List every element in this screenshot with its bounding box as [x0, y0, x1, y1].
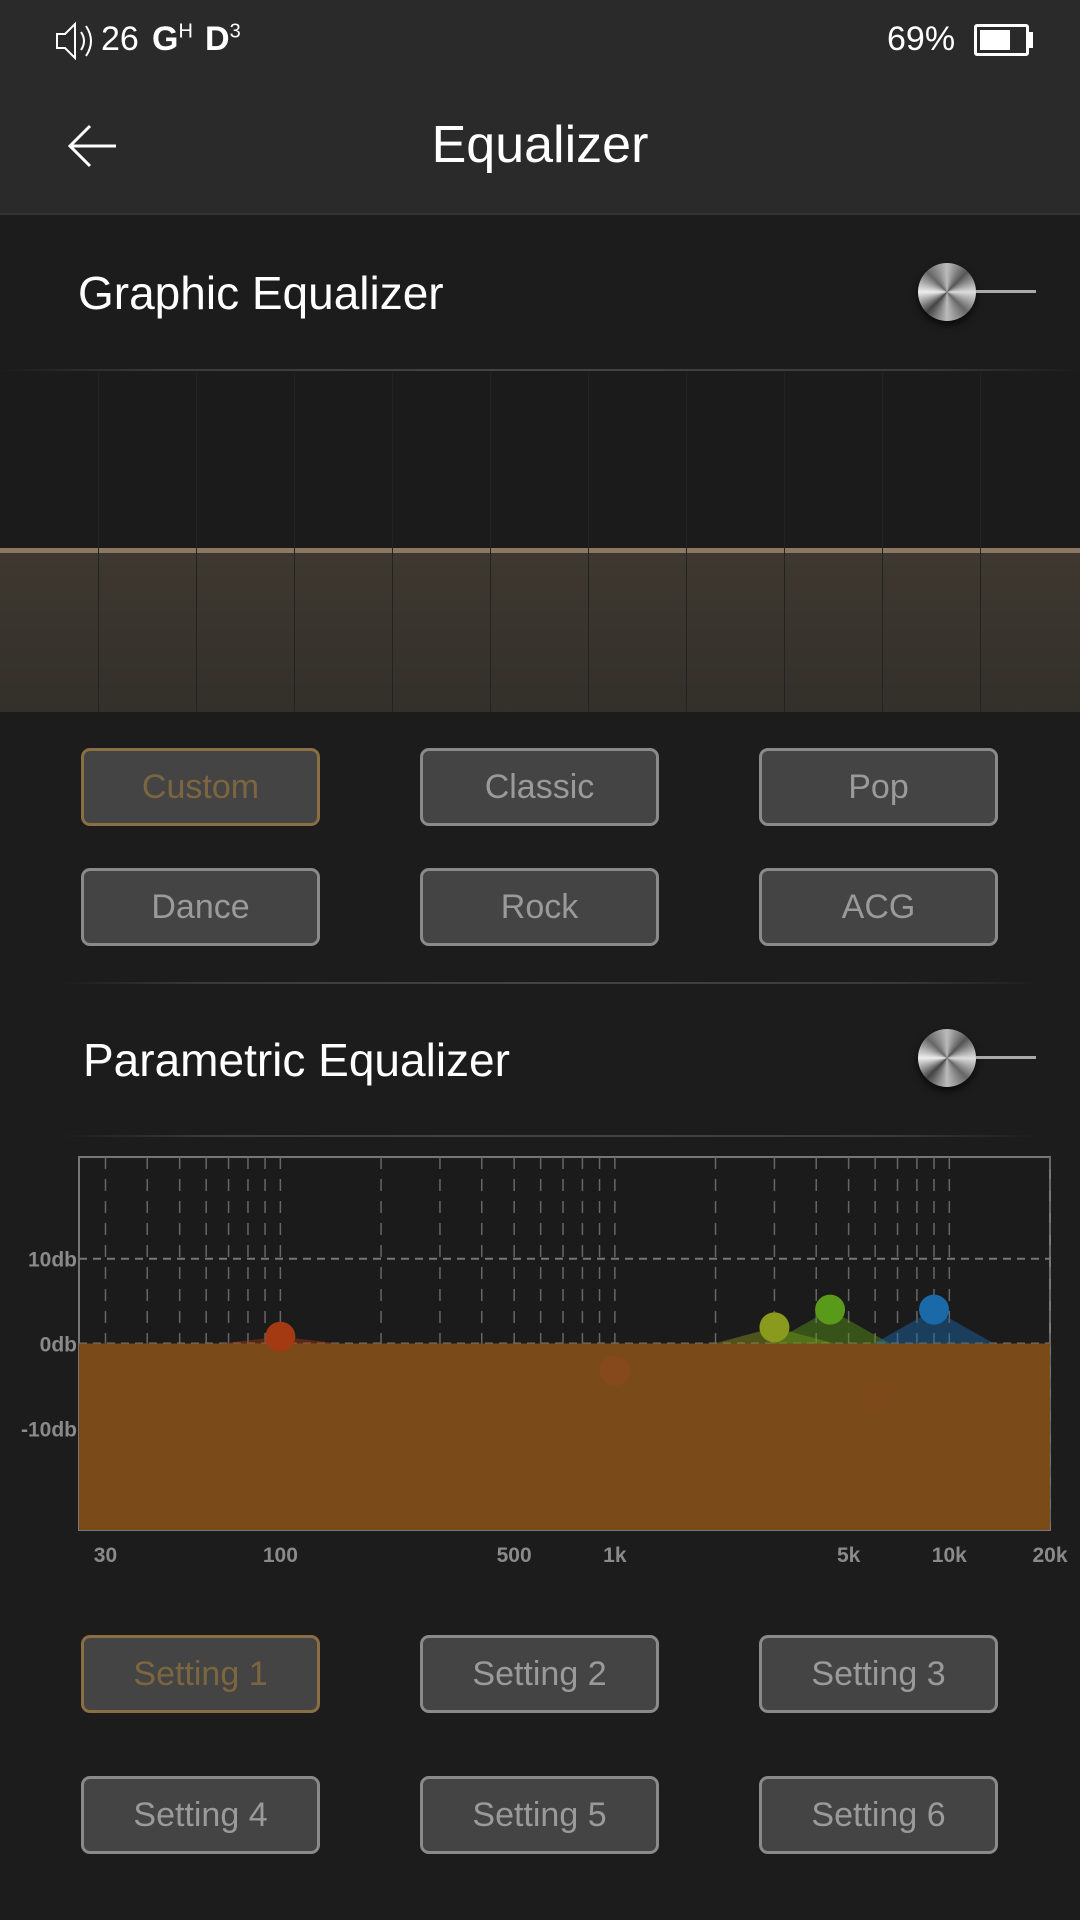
setting-button-setting-4[interactable]: Setting 4 [81, 1776, 320, 1854]
x-tick-label: 5k [837, 1544, 861, 1567]
status-bar: 26 GH D3 69% [0, 0, 1080, 85]
x-tick-label: 20k [1032, 1544, 1067, 1567]
preset-button-rock[interactable]: Rock [420, 868, 659, 946]
status-g: GH [152, 20, 193, 58]
band-peak [874, 1309, 995, 1344]
band-handle-6[interactable] [919, 1294, 950, 1325]
graphic-eq-toggle[interactable] [918, 257, 1048, 327]
speaker-icon [56, 21, 92, 61]
setting-button-setting-3[interactable]: Setting 3 [759, 1635, 998, 1713]
setting-button-setting-1[interactable]: Setting 1 [81, 1635, 320, 1713]
page-title: Equalizer [431, 116, 649, 174]
parametric-eq-toggle[interactable] [918, 1023, 1048, 1093]
x-tick-label: 100 [263, 1544, 298, 1567]
band-handle-1[interactable] [265, 1321, 296, 1352]
app-bar: Equalizer [0, 85, 1080, 215]
setting-button-setting-6[interactable]: Setting 6 [759, 1776, 998, 1854]
eq-level-line[interactable] [0, 548, 1080, 553]
battery-icon [974, 24, 1029, 56]
x-tick-label: 10k [932, 1544, 967, 1567]
setting-button-setting-5[interactable]: Setting 5 [420, 1776, 659, 1854]
band-handle-5[interactable] [862, 1382, 893, 1413]
y-tick-label: -10db [21, 1418, 77, 1441]
band-peak [770, 1309, 891, 1344]
status-d: D3 [205, 20, 241, 58]
status-number: 26 [101, 20, 139, 58]
preset-button-pop[interactable]: Pop [759, 748, 998, 826]
x-tick-label: 1k [603, 1544, 627, 1567]
preset-button-dance[interactable]: Dance [81, 868, 320, 946]
band-handle-4[interactable] [815, 1294, 846, 1325]
y-tick-label: 10db [28, 1249, 77, 1272]
response-fill [79, 1343, 1050, 1530]
graphic-eq-sliders[interactable] [0, 372, 1080, 712]
preset-button-classic[interactable]: Classic [420, 748, 659, 826]
battery-percent: 69% [887, 20, 956, 58]
preset-button-custom[interactable]: Custom [81, 748, 320, 826]
setting-button-setting-2[interactable]: Setting 2 [420, 1635, 659, 1713]
x-tick-label: 500 [497, 1544, 532, 1567]
parametric-eq-title: Parametric Equalizer [83, 1034, 510, 1086]
y-tick-label: 0db [40, 1334, 77, 1357]
band-handle-2[interactable] [599, 1355, 630, 1386]
band-handle-3[interactable] [759, 1312, 790, 1343]
graphic-eq-title: Graphic Equalizer [78, 267, 444, 319]
preset-button-acg[interactable]: ACG [759, 868, 998, 946]
parametric-eq-chart[interactable]: 10db 0db -10db 30 100 500 1k 5k 10k 20k [0, 1140, 1080, 1580]
x-tick-label: 30 [94, 1544, 117, 1567]
arrow-left-icon[interactable] [66, 123, 120, 169]
